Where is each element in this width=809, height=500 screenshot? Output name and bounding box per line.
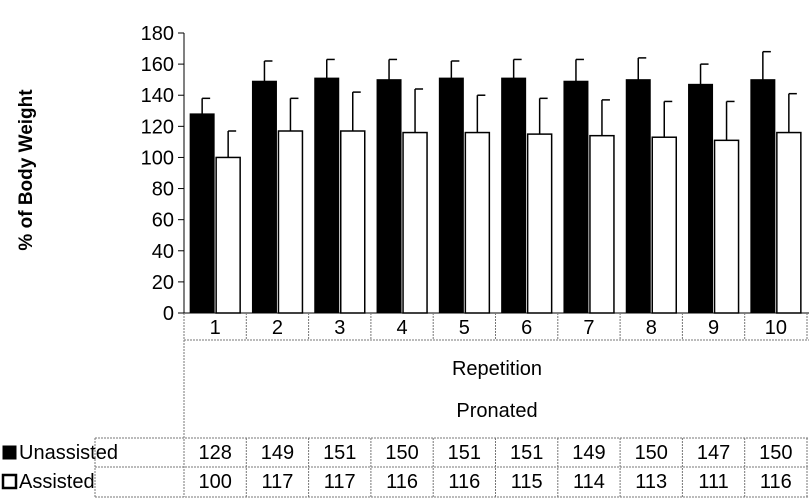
bar-unassisted bbox=[314, 77, 340, 314]
y-tick-label: 180 bbox=[141, 23, 174, 45]
legend-key-assisted bbox=[1, 473, 18, 490]
table-cell: 150 bbox=[385, 442, 418, 464]
bar-unassisted bbox=[438, 77, 464, 314]
y-tick-label: 100 bbox=[141, 147, 174, 169]
x-tick-label: 4 bbox=[396, 317, 407, 339]
bar-unassisted bbox=[189, 113, 215, 314]
bar-assisted bbox=[464, 131, 491, 314]
x-tick-label: 1 bbox=[210, 317, 221, 339]
bar-unassisted bbox=[750, 79, 776, 314]
table-cell: 116 bbox=[760, 471, 792, 493]
table-cell: 150 bbox=[759, 442, 792, 464]
bar-assisted bbox=[589, 134, 615, 314]
y-tick-label: 140 bbox=[141, 85, 174, 107]
table-cell: 151 bbox=[510, 442, 543, 464]
x-tick-label: 10 bbox=[765, 317, 787, 339]
legend-key-unassisted bbox=[2, 445, 17, 460]
table-cell: 151 bbox=[448, 442, 481, 464]
table-cell: 113 bbox=[635, 471, 667, 493]
data-table: 1 2 3 4 5 6 7 8 9 10 Unassisted 128 149 151 150 151 151 1… bbox=[1, 317, 793, 493]
y-tick-label: 60 bbox=[152, 210, 174, 232]
table-cell: 111 bbox=[698, 471, 728, 493]
x-tick-label: 7 bbox=[583, 317, 594, 339]
group-label: Pronated bbox=[456, 400, 537, 422]
x-tick-label: 3 bbox=[334, 317, 345, 339]
x-tick-label: 5 bbox=[459, 317, 470, 339]
bar-unassisted bbox=[376, 79, 402, 314]
table-cell: 115 bbox=[511, 471, 543, 493]
y-tick-label: 40 bbox=[152, 241, 174, 263]
table-cell: 128 bbox=[198, 442, 231, 464]
bar-assisted bbox=[776, 131, 802, 314]
bar-unassisted bbox=[501, 77, 527, 314]
table-cell: 116 bbox=[448, 471, 480, 493]
bar-unassisted bbox=[625, 79, 651, 314]
bar-unassisted bbox=[688, 83, 714, 314]
x-tick-label: 2 bbox=[272, 317, 283, 339]
y-tick-label: 120 bbox=[141, 116, 174, 138]
legend-label: Unassisted bbox=[19, 442, 118, 464]
bar-assisted bbox=[713, 139, 740, 314]
x-axis-label: Repetition bbox=[452, 358, 542, 380]
bar-assisted bbox=[651, 136, 677, 314]
table-cell: 151 bbox=[323, 442, 356, 464]
y-tick-label: 0 bbox=[163, 303, 174, 325]
legend-label: Assisted bbox=[19, 471, 95, 493]
table-cell: 150 bbox=[635, 442, 668, 464]
table-cell: 117 bbox=[324, 471, 356, 493]
bar-assisted bbox=[215, 156, 241, 314]
bar-assisted bbox=[526, 133, 553, 314]
y-tick-label: 20 bbox=[152, 272, 174, 294]
bars bbox=[189, 50, 802, 314]
table-cell: 149 bbox=[261, 442, 294, 464]
bar-unassisted bbox=[251, 80, 277, 314]
table-cell: 114 bbox=[573, 471, 605, 493]
table-cell: 116 bbox=[386, 471, 418, 493]
x-tick-label: 8 bbox=[646, 317, 657, 339]
bar-assisted bbox=[402, 131, 428, 314]
y-axis: 0 20 40 60 80 100 120 140 160 180 bbox=[141, 23, 185, 325]
table-cell: 117 bbox=[262, 471, 294, 493]
table-cell: 147 bbox=[697, 442, 730, 464]
table-cell: 100 bbox=[198, 471, 231, 493]
bar-unassisted bbox=[563, 80, 589, 314]
bar-assisted bbox=[340, 130, 366, 314]
y-tick-label: 80 bbox=[152, 179, 174, 201]
bar-assisted bbox=[277, 130, 304, 314]
y-tick-label: 160 bbox=[141, 54, 174, 76]
x-tick-label: 6 bbox=[521, 317, 532, 339]
y-axis-label: % of Body Weight bbox=[16, 89, 37, 251]
x-tick-label: 9 bbox=[708, 317, 719, 339]
table-grid bbox=[94, 312, 809, 498]
table-cell: 149 bbox=[572, 442, 605, 464]
